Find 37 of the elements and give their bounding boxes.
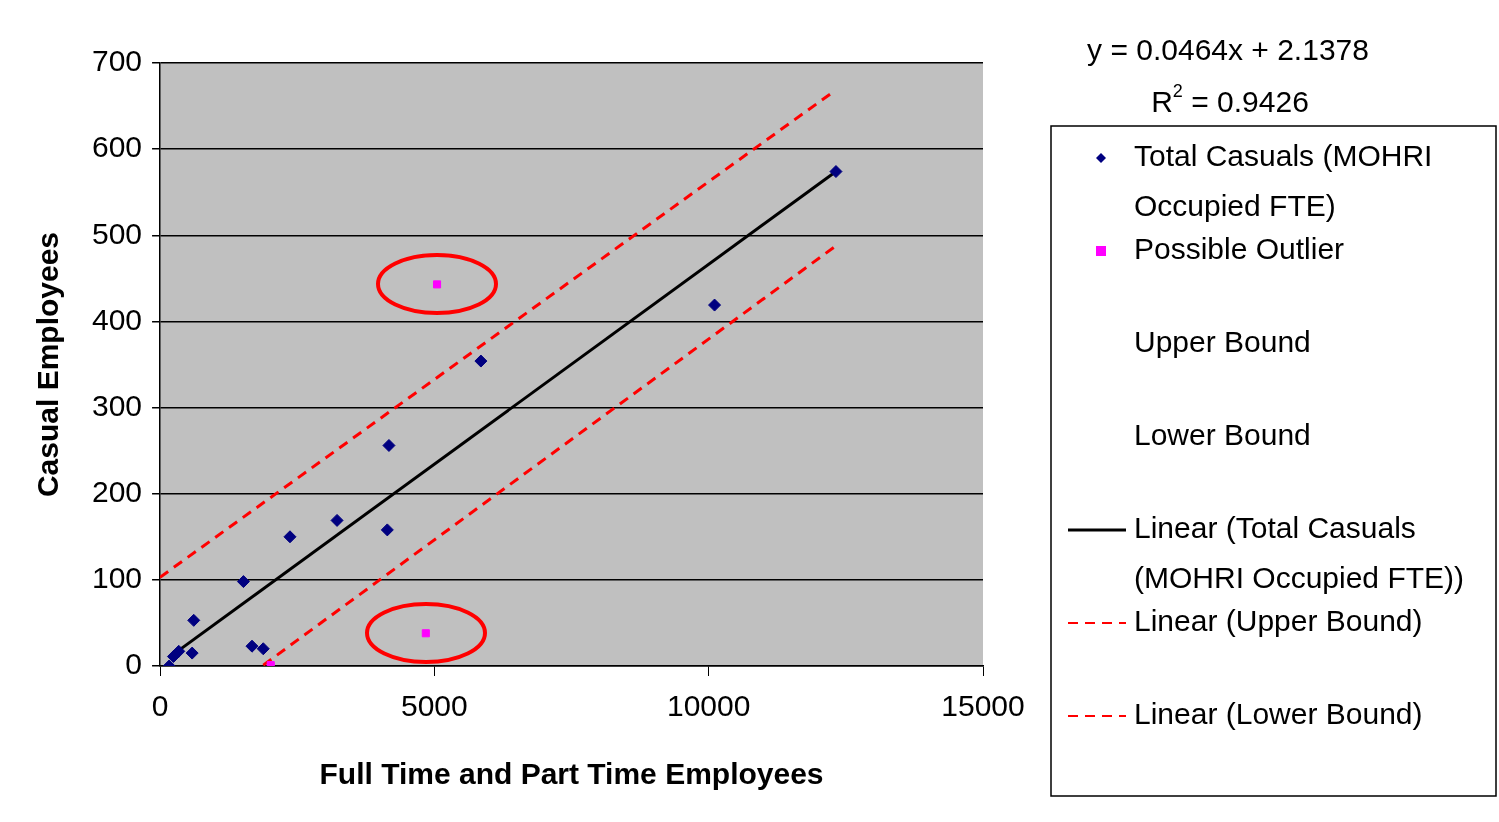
y-tick-label: 500 — [91, 216, 143, 250]
y-tick-label: 200 — [91, 474, 143, 508]
y-tick-label: 700 — [91, 44, 143, 78]
point — [185, 646, 199, 660]
x-tick-label: 15000 — [941, 689, 1025, 723]
point — [380, 523, 394, 537]
y-tick-label: 600 — [91, 130, 143, 164]
x-tick-label: 0 — [151, 689, 169, 723]
point — [256, 642, 270, 656]
text: y = 0.0464x + 2.1378 — [1087, 33, 1369, 67]
legend-label: Linear (Upper Bound) — [1134, 604, 1423, 638]
y-tick-label: 100 — [91, 561, 143, 595]
point — [433, 280, 442, 289]
point — [708, 298, 722, 312]
point — [382, 438, 396, 452]
point — [829, 165, 843, 179]
legend-label: Possible Outlier — [1134, 232, 1345, 266]
point — [245, 639, 259, 653]
y-tick-label: 0 — [125, 647, 143, 681]
text: Upper Bound — [1134, 325, 1311, 359]
x-tick-label: 5000 — [400, 689, 468, 723]
point — [236, 575, 250, 589]
text: Lower Bound — [1134, 418, 1311, 452]
point — [187, 613, 201, 627]
point — [172, 644, 186, 658]
legend-label: Linear (Lower Bound) — [1134, 697, 1423, 731]
x-tick-label: 10000 — [666, 689, 751, 723]
y-tick-label: 300 — [91, 388, 143, 422]
point — [421, 629, 430, 638]
y-axis-title: Casual Employees — [31, 231, 65, 498]
x-axis-title: Full Time and Part Time Employees — [319, 757, 824, 791]
point — [330, 513, 344, 527]
point — [283, 530, 297, 544]
legend-label: Linear (Total Casuals (MOHRI Occupied FTE)) — [1134, 511, 1465, 595]
legend-label: Total Casuals (MOHRI Occupied FTE) — [1134, 139, 1433, 223]
point — [474, 354, 488, 368]
y-tick-label: 400 — [91, 302, 143, 336]
